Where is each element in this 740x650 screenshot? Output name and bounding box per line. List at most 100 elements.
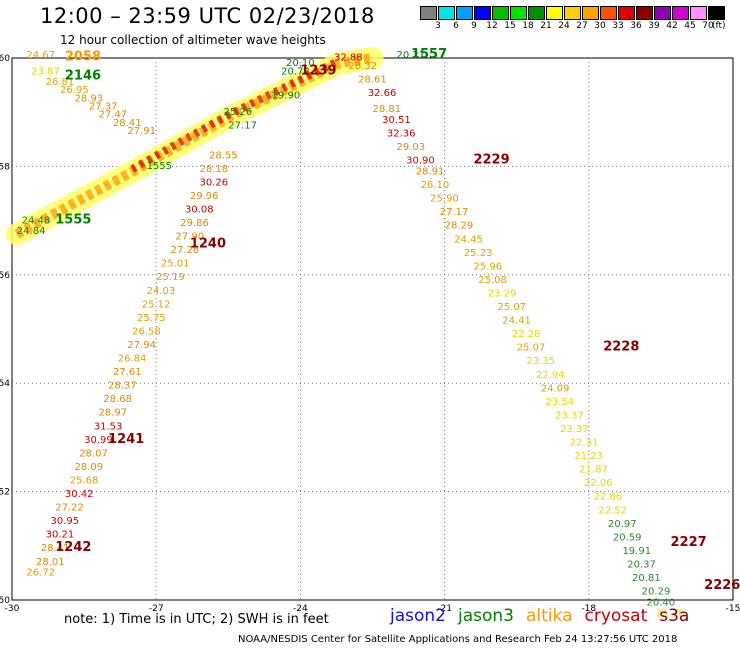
track-number: 2226 [704, 578, 740, 593]
wave-height-value: 20.29 [642, 587, 671, 598]
wave-height-value: 27.28 [171, 245, 200, 256]
swath-band-red [130, 57, 341, 173]
footer-credit: NOAA/NESDIS Center for Satellite Applica… [238, 634, 678, 645]
wave-height-value: 25.08 [478, 275, 507, 286]
x-tick-label: -15 [726, 604, 740, 614]
color-scale-label: 12 [486, 21, 498, 31]
wave-height-value: 25.07 [517, 343, 546, 354]
wave-height-value: 21.87 [579, 465, 608, 476]
wave-height-value: 30.51 [382, 115, 411, 126]
color-scale-label: 27 [576, 21, 588, 31]
wave-height-value: 23.37 [560, 424, 589, 435]
color-scale-swatch [528, 6, 545, 20]
wave-height-value: 26.10 [421, 180, 450, 191]
wave-height-value: 22.86 [594, 492, 623, 503]
color-scale-label: 9 [471, 21, 477, 31]
wave-height-value: 30.26 [199, 177, 228, 188]
wave-height-value: 20.21 [397, 50, 426, 61]
color-scale-swatch [618, 6, 635, 20]
wave-height-value: 32.66 [368, 88, 397, 99]
color-scale-swatch [564, 6, 581, 20]
wave-height-value: 25.23 [464, 248, 493, 259]
wave-height-value: 22.94 [536, 370, 565, 381]
color-scale-swatch [654, 6, 671, 20]
wave-height-value: 25.19 [156, 272, 185, 283]
track-number: 2227 [671, 535, 707, 550]
wave-height-value: 20.97 [608, 519, 637, 530]
wave-height-value: 28.01 [36, 557, 65, 568]
color-scale-swatch [636, 6, 653, 20]
y-tick-label: 52 [0, 488, 10, 498]
wave-height-value: 20.10 [286, 58, 315, 69]
color-scale-label: 45 [684, 21, 696, 31]
wave-height-value: 25.12 [142, 299, 171, 310]
satellite-legend: jason2 jason3 altika cryosat s3a [390, 606, 701, 626]
wave-height-value: 30.21 [46, 530, 75, 541]
page-subtitle: 12 hour collection of altimeter wave hei… [60, 33, 326, 47]
color-scale-swatch [690, 6, 707, 20]
color-scale-swatch [474, 6, 491, 20]
wave-height-value: 20.81 [632, 573, 661, 584]
altimeter-swaths [5, 47, 384, 246]
page-title: 12:00 – 23:59 UTC 02/23/2018 [40, 4, 375, 28]
y-tick-label: 54 [0, 379, 10, 389]
wave-height-value: 32.36 [387, 129, 416, 140]
track-number: 2146 [65, 69, 101, 84]
color-scale-label: 21 [540, 21, 552, 31]
color-scale-label: 6 [453, 21, 459, 31]
color-scale-swatch [582, 6, 599, 20]
color-scale-label: 24 [558, 21, 570, 31]
wave-height-value: 30.90 [406, 156, 435, 167]
wave-height-value: 19.90 [272, 91, 301, 102]
y-tick-label: 58 [0, 162, 10, 172]
wave-height-value: 28.41 [113, 118, 142, 129]
wave-height-value: 25.96 [473, 261, 502, 272]
color-scale-legend: (ft) 3 6 9 12 15 18 21 24 27 30 33 36 39 42 45 70 [420, 6, 732, 34]
wave-height-value: 23.54 [546, 397, 575, 408]
wave-height-value: 29.96 [190, 191, 219, 202]
wave-height-value: 30.99 [84, 435, 113, 446]
color-scale-label: 36 [630, 21, 642, 31]
wave-height-value: 22.28 [512, 329, 541, 340]
track-number: 2228 [603, 340, 639, 355]
color-scale-label: 30 [594, 21, 606, 31]
wave-height-value: 30.42 [65, 489, 94, 500]
color-scale-label: 15 [504, 21, 516, 31]
color-scale-swatch [510, 6, 527, 20]
wave-height-labels: 24.6723.8726.8126.9528.9327.3727.4728.41… [17, 50, 685, 619]
wave-height-value: 22.06 [584, 478, 613, 489]
x-tick-label: -24 [293, 604, 308, 614]
wave-height-value: 24.48 [22, 215, 51, 226]
wave-height-value: 19.91 [622, 546, 651, 557]
satellite-legend-s3a: s3a [659, 606, 690, 626]
wave-height-value: 32.88 [334, 53, 363, 64]
wave-height-value: 28.07 [79, 448, 108, 459]
color-scale-swatch [456, 6, 473, 20]
wave-height-value: 28.97 [99, 408, 128, 419]
wave-height-value: 28.32 [348, 61, 377, 72]
wave-height-value: 26.81 [46, 77, 75, 88]
footer-note: note: 1) Time is in UTC; 2) SWH is in fe… [64, 612, 329, 627]
track-number: 1555 [55, 212, 91, 227]
wave-height-value: 25.75 [137, 313, 166, 324]
track-number: 1557 [411, 47, 447, 62]
wave-height-value: 28.68 [103, 394, 132, 405]
wave-height-value: 25.07 [497, 302, 526, 313]
wave-height-value: 26.58 [132, 326, 161, 337]
wave-height-value: 25.90 [430, 194, 459, 205]
color-scale-swatch [546, 6, 563, 20]
wave-height-value: 26.95 [60, 85, 89, 96]
wave-height-value: 28.81 [373, 104, 402, 115]
track-number: 1241 [108, 432, 144, 447]
y-tick-label: 50 [0, 596, 10, 606]
wave-height-value: 25.68 [70, 475, 99, 486]
wave-height-value: 28.93 [74, 93, 103, 104]
wave-height-value: 24.03 [147, 286, 176, 297]
color-scale-swatch [672, 6, 689, 20]
color-scale-label: 70 [702, 21, 714, 31]
wave-height-value: 23.37 [555, 410, 584, 421]
track-number: 2058 [65, 50, 101, 65]
wave-height-value: 28.91 [416, 167, 445, 178]
wave-height-value: 27.61 [113, 367, 142, 378]
wave-height-value: 26.72 [26, 568, 55, 579]
